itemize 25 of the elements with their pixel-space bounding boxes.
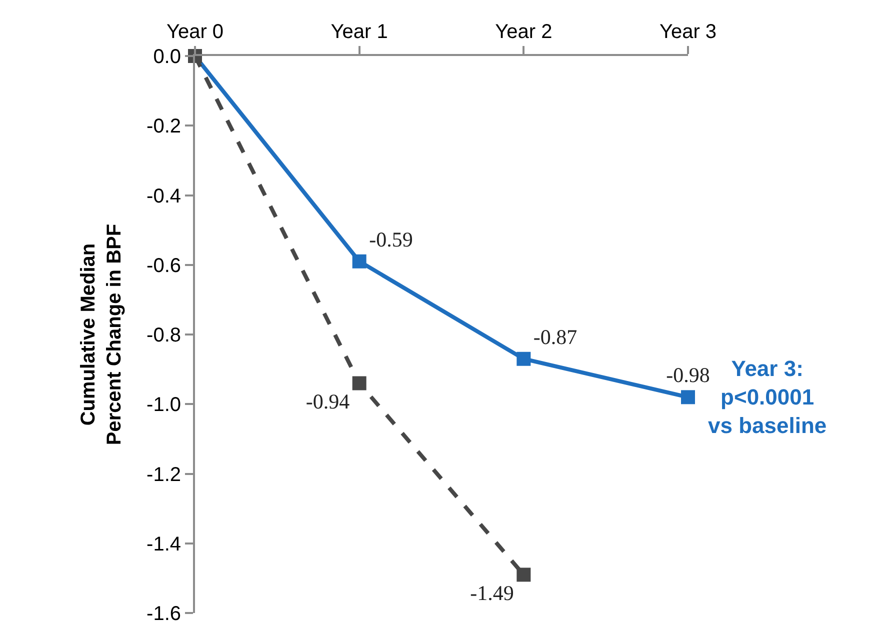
x-tick-label: Year 1 [330,21,388,43]
data-label: -0.98 [666,363,710,388]
data-label: -0.87 [533,324,578,349]
point [681,390,695,404]
y-tick-label: -0.6 [146,254,181,277]
data-label: -0.94 [306,390,350,414]
point [352,254,366,268]
y-tick-label: -1.0 [146,394,181,416]
y-tick-label: 0.0 [153,46,181,68]
data-label: -0.59 [369,227,413,252]
point [352,376,366,390]
annotation: Year 3: p<0.0001 vs baseline [708,356,827,438]
x-tick-label: Year 3 [659,21,717,43]
y-tick-label: -0.4 [146,185,181,208]
y-tick-label: -0.8 [146,324,181,346]
y-tick-label: -1.4 [146,533,181,556]
y-tick-label: -0.2 [146,116,181,138]
x-tick-label: Year 0 [166,21,224,43]
y-tick-label: -1.2 [146,464,181,486]
point [516,352,531,366]
y-tick-label: -1.6 [146,603,181,625]
y-axis-title: Cumulative Median Percent Change in BPF [78,224,126,446]
x-tick-label: Year 2 [495,21,552,43]
point [516,568,531,582]
data-label: -1.49 [470,581,514,606]
